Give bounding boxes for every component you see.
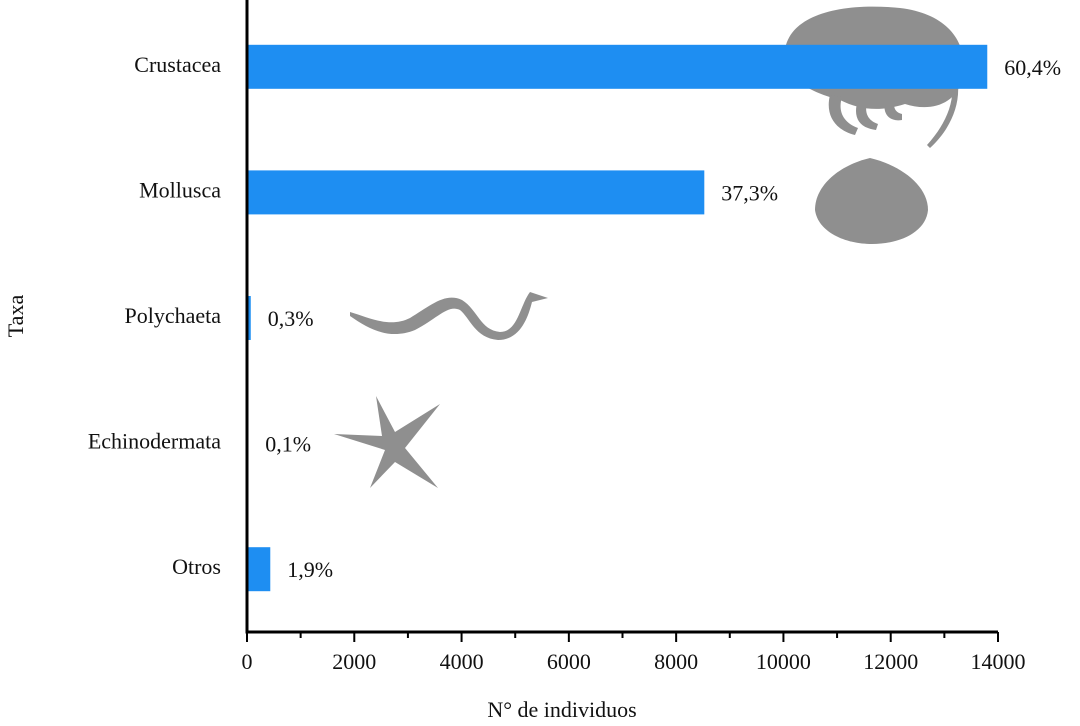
y-tick-label: Echinodermata: [88, 429, 221, 454]
clam-silhouette: [815, 158, 928, 244]
y-tick-label: Mollusca: [139, 177, 221, 202]
bar: [247, 547, 271, 592]
starfish-silhouette: [334, 396, 440, 488]
x-tick-label: 6000: [547, 649, 591, 674]
x-axis-label: N° de individuos: [487, 697, 636, 722]
percent-label: 0,3%: [268, 306, 314, 331]
x-tick-label: 0: [242, 649, 253, 674]
bar: [247, 44, 988, 89]
percent-label: 37,3%: [721, 180, 778, 205]
x-tick-label: 4000: [440, 649, 484, 674]
x-tick-label: 8000: [654, 649, 698, 674]
bar: [247, 170, 705, 215]
y-tick-label: Otros: [172, 554, 221, 579]
y-tick-label: Crustacea: [134, 52, 221, 77]
x-tick-label: 14000: [971, 649, 1026, 674]
percent-label: 60,4%: [1004, 55, 1061, 80]
y-tick-label: Polychaeta: [124, 303, 221, 328]
y-axis-label: Taxa: [3, 295, 28, 338]
x-tick-label: 12000: [863, 649, 918, 674]
percent-label: 0,1%: [265, 432, 311, 457]
x-tick-label: 10000: [756, 649, 811, 674]
percent-label: 1,9%: [287, 557, 333, 582]
x-tick-label: 2000: [332, 649, 376, 674]
bar: [247, 296, 251, 340]
worm-silhouette: [350, 292, 548, 340]
